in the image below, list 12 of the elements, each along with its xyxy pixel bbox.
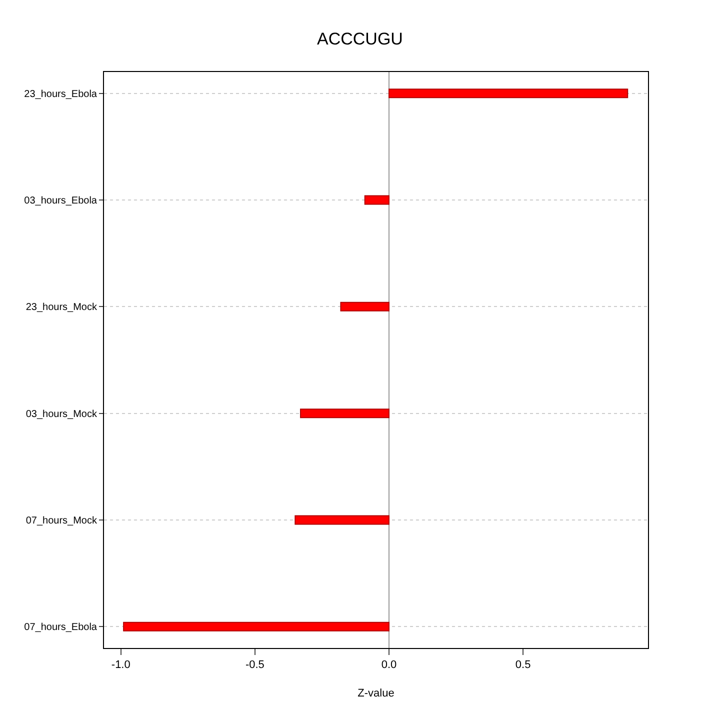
y-tick-label: 03_hours_Ebola [24, 196, 98, 206]
x-axis-title: Z-value [358, 687, 394, 700]
y-tick-label: 03_hours_Mock [26, 408, 98, 420]
y-tick-label: 07_hours_Ebola [24, 622, 98, 634]
y-tick-label: 23_hours_Ebola [24, 88, 98, 100]
x-tick-label: -1.0 [111, 659, 130, 672]
x-tick-label: -0.5 [245, 659, 264, 672]
y-tick-label: 07_hours_Mock [26, 516, 98, 526]
x-tick-label: 0.5 [515, 659, 531, 672]
y-tick-label: 23_hours_Mock [26, 302, 98, 314]
chart-title: ACCCUGU [317, 29, 403, 48]
x-tick-label: 0.0 [381, 659, 397, 672]
